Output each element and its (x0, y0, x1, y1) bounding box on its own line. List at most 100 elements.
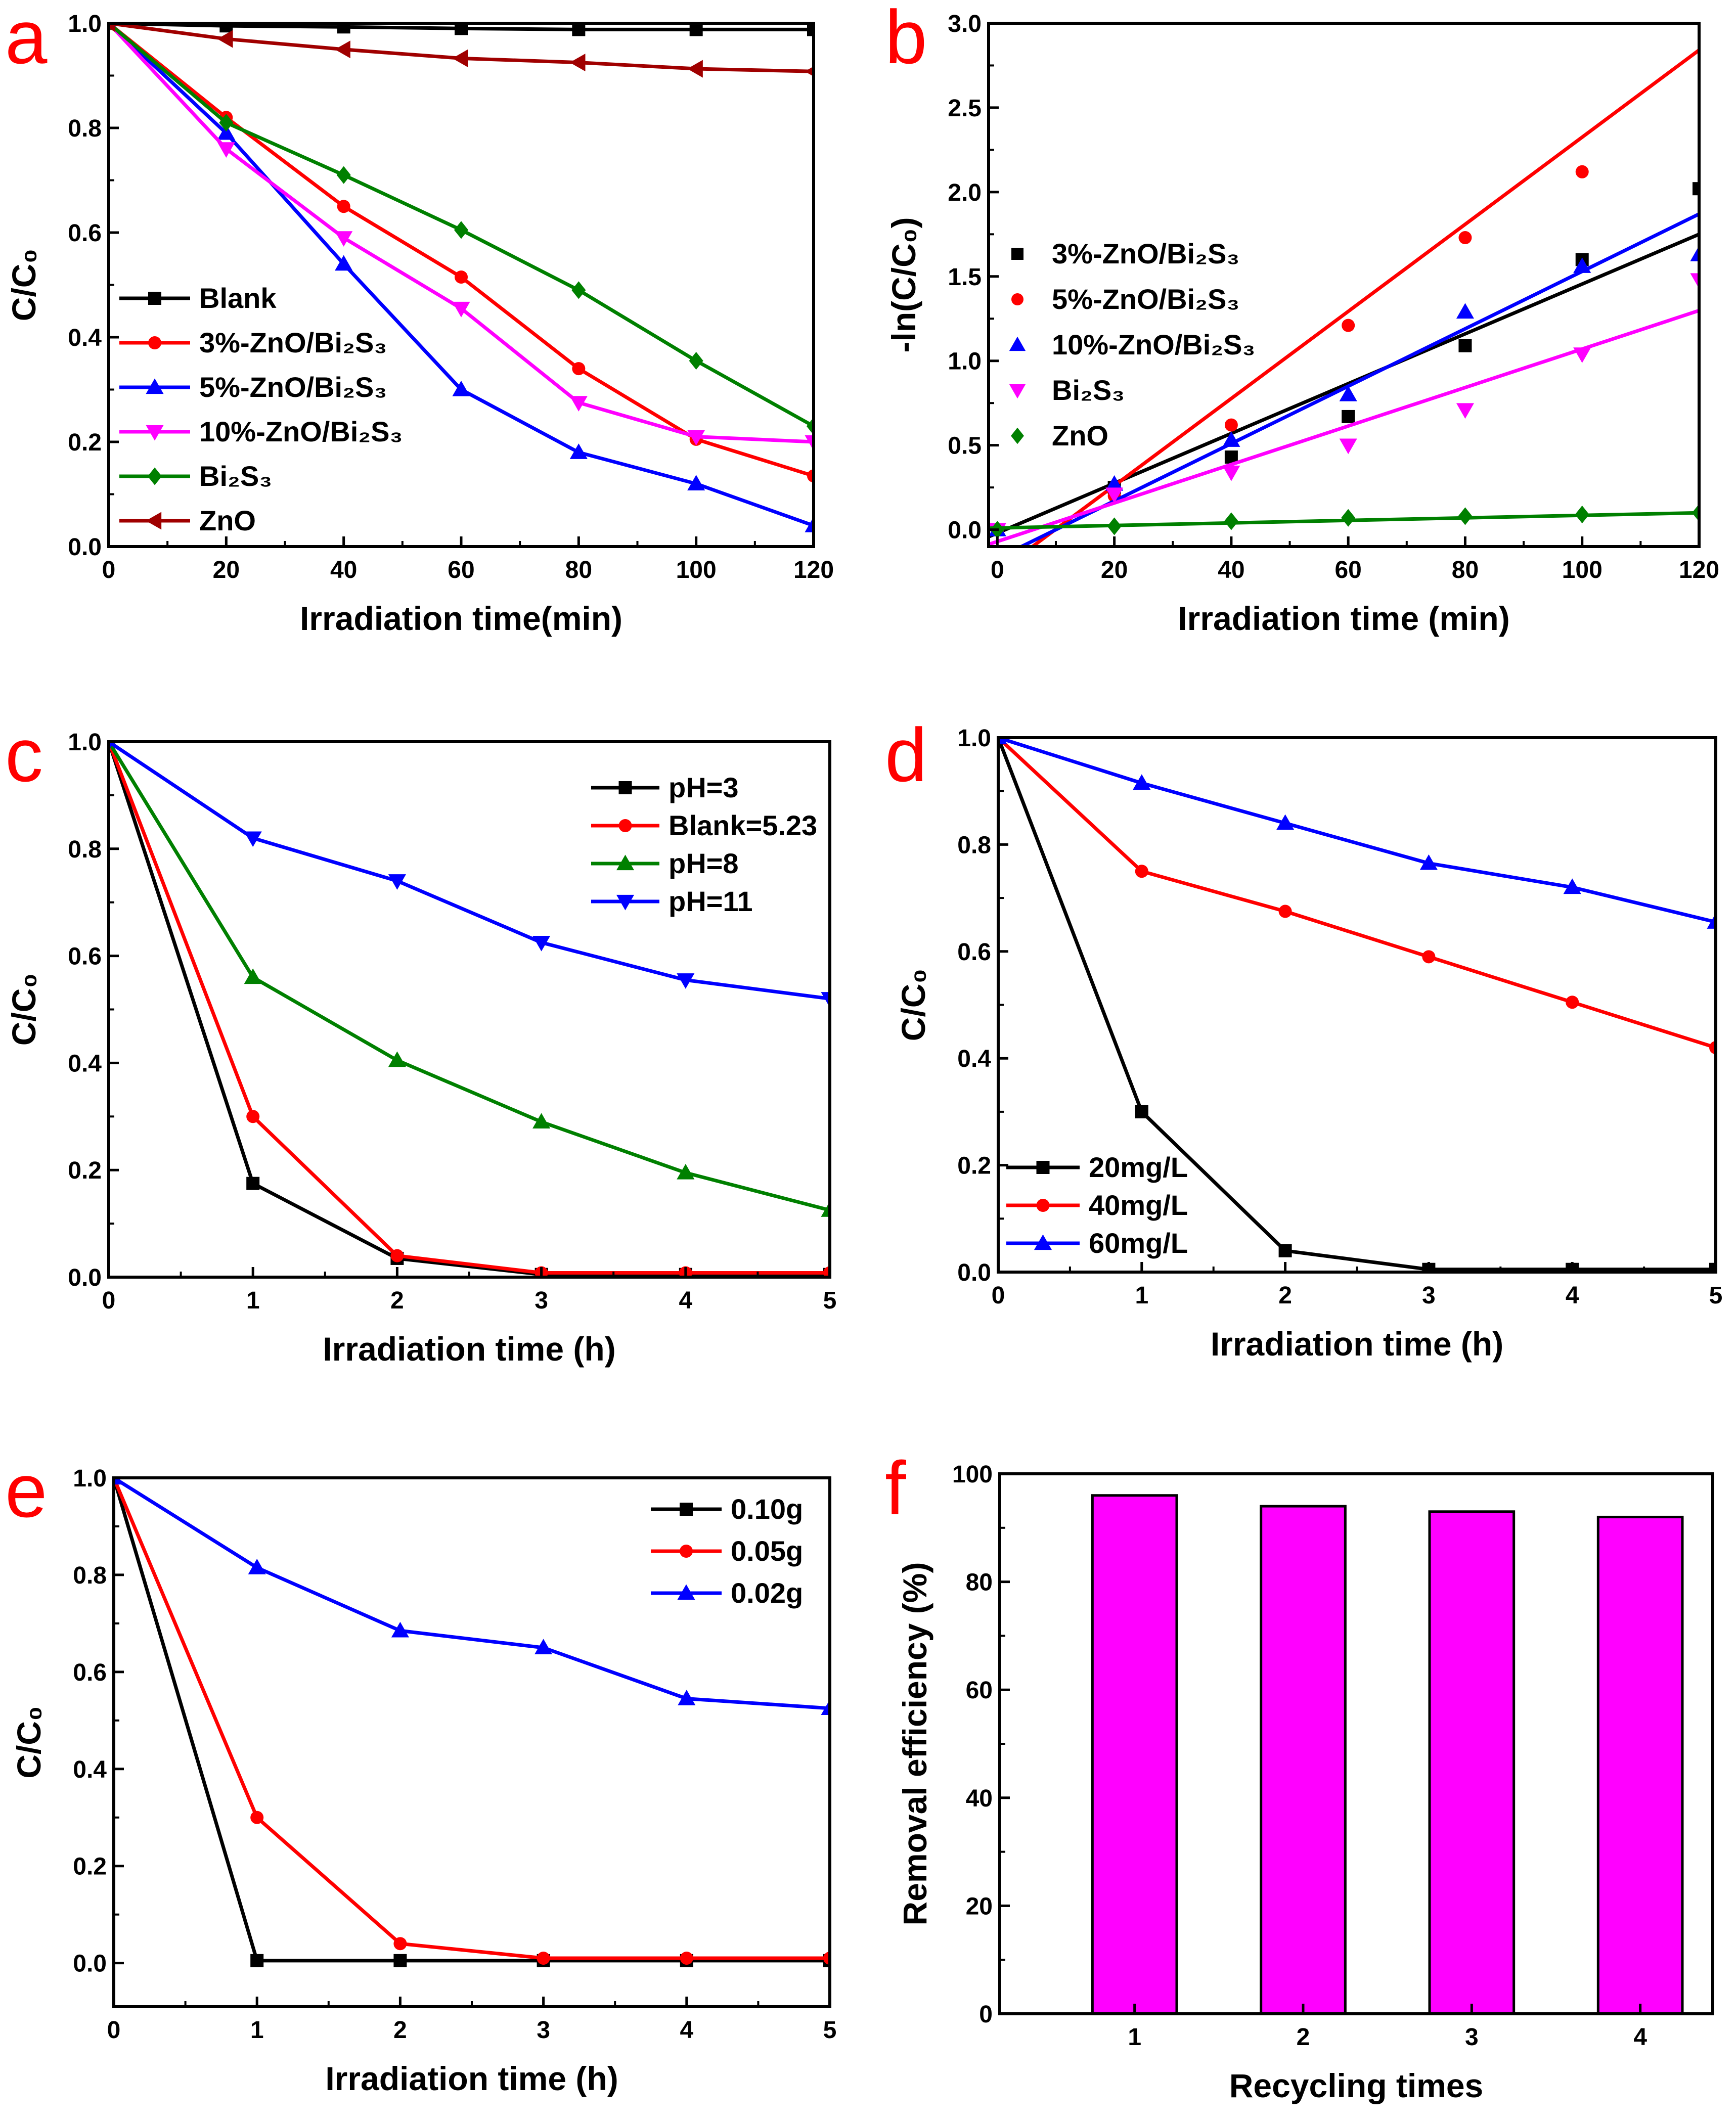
y-tick-label: 0.2 (68, 1157, 102, 1184)
marker-circle (1709, 1041, 1716, 1055)
x-tick-label: 2 (390, 1287, 404, 1314)
marker-triangle-up (1563, 878, 1581, 894)
series-line (998, 738, 1716, 1272)
series-line (114, 1478, 830, 1963)
marker-circle (1566, 996, 1579, 1009)
y-tick-label: 0.4 (957, 1046, 991, 1072)
marker-square (689, 23, 703, 36)
marker-square (246, 1177, 260, 1190)
y-tick-label: 0.0 (68, 534, 102, 561)
marker-square (1135, 1105, 1148, 1118)
marker-triangle-up (569, 443, 588, 459)
marker-triangle-down (805, 435, 814, 451)
marker-circle (148, 336, 161, 349)
x-tick-label: 0 (992, 1282, 1005, 1309)
marker-triangle-left (217, 30, 233, 48)
plot-frame (987, 22, 1701, 548)
marker-triangle-up (677, 1163, 695, 1180)
marker-triangle-up (388, 1051, 406, 1067)
legend-label: Blank=5.23 (669, 809, 817, 841)
marker-triangle-up (677, 1584, 695, 1600)
x-tick-label: 60 (448, 557, 474, 583)
panel-d: d 20mg/L 40mg/L 60mg/L 0 1 2 3 4 5 0.0 0.2 0.4 0.6 0.8… (885, 712, 1723, 1363)
marker-triangle-up (998, 738, 1007, 745)
panel-letter: c (5, 712, 43, 797)
x-tick-label: 2 (393, 2017, 407, 2044)
legend: Blank 3%-ZnO/Bi₂S₃ 5%-ZnO/Bi₂S₃ 10%-ZnO/Bi₂… (119, 282, 403, 536)
legend-label: 0.02g (731, 1577, 803, 1609)
series-line (114, 1478, 830, 1960)
marker-triangle-up (1222, 431, 1240, 447)
x-tick-label: 3 (1465, 2024, 1479, 2051)
bar-3 (1428, 1510, 1516, 2014)
fit-line (989, 233, 1699, 538)
marker-triangle-up (1707, 913, 1716, 929)
legend-item: 3%-ZnO/Bi₂S₃ (119, 327, 387, 358)
marker-circle (1575, 165, 1589, 178)
marker-triangle-up (805, 517, 814, 532)
legend-label: ZnO (199, 505, 256, 536)
y-tick-label: 0.8 (68, 115, 102, 142)
marker-triangle-up (452, 380, 470, 396)
legend: 3%-ZnO/Bi₂S₃ 5%-ZnO/Bi₂S₃ 10%-ZnO/Bi₂S₃ Bi₂… (1009, 238, 1255, 451)
marker-diamond (806, 417, 814, 435)
y-tick-label: 40 (966, 1785, 993, 1812)
marker-triangle-up (217, 124, 235, 140)
marker-diamond (1341, 509, 1356, 527)
marker-square (148, 292, 161, 305)
marker-triangle-left (335, 40, 350, 59)
marker-triangle-up (1276, 814, 1295, 830)
y-axis-title: C/C₀ (5, 249, 42, 321)
marker-triangle-down (452, 301, 470, 318)
marker-triangle-down (687, 430, 705, 446)
marker-triangle-up (1034, 1234, 1052, 1250)
marker-circle (680, 1952, 693, 1965)
marker-triangle-up (678, 1690, 696, 1705)
marker-triangle-up (1419, 854, 1438, 870)
x-tick-label: 1 (1135, 1282, 1148, 1309)
y-axis-title: C/C₀ (5, 973, 42, 1046)
marker-circle (455, 270, 468, 284)
x-tick-label: 4 (1566, 1282, 1579, 1309)
series-0.02g (114, 1478, 830, 1715)
series-line (998, 738, 1716, 1050)
y-tick-label: 0.6 (957, 939, 991, 966)
marker-square (1458, 339, 1472, 352)
legend-item: 5%-ZnO/Bi₂S₃ (1011, 283, 1239, 315)
marker-diamond (1458, 507, 1473, 525)
y-tick-label: 0.4 (68, 325, 102, 351)
y-tick-label: 0.8 (957, 832, 991, 859)
marker-square (455, 23, 468, 35)
legend-item: ZnO (1011, 420, 1108, 451)
x-tick-label: 60 (1334, 557, 1361, 583)
x-tick-label: 5 (1709, 1282, 1723, 1309)
panel-letter: d (885, 712, 927, 797)
x-tick-label: 1 (246, 1287, 260, 1314)
x-axis-title: Recycling times (1229, 2067, 1484, 2104)
series-60mg/L (998, 738, 1716, 929)
marker-triangle-up (335, 255, 353, 271)
y-tick-label: 0.6 (73, 1659, 107, 1686)
marker-triangle-down (1339, 438, 1357, 455)
marker-triangle-down (1105, 487, 1124, 504)
y-tick-label: 0.4 (73, 1756, 107, 1783)
y-axis-title: -ln(C/C₀) (885, 217, 922, 353)
x-tick-label: 3 (537, 2017, 550, 2044)
y-axis-title: C/C₀ (10, 1706, 48, 1778)
legend-label: 0.05g (731, 1535, 803, 1567)
marker-circle (1422, 950, 1436, 964)
legend-item: 5%-ZnO/Bi₂S₃ (119, 371, 387, 403)
marker-diamond (336, 166, 351, 184)
y-tick-label: 0.2 (68, 429, 102, 456)
marker-circle (1135, 865, 1148, 878)
legend-item: 20mg/L (1006, 1151, 1188, 1183)
marker-triangle-up (532, 1113, 551, 1129)
marker-diamond (1107, 517, 1122, 535)
panel-letter: f (885, 1446, 906, 1530)
series-ZnO (989, 504, 1699, 539)
series-line (114, 1478, 830, 1710)
y-tick-label: 1.0 (957, 725, 991, 752)
legend-item: Bi₂S₃ (1009, 374, 1125, 406)
x-tick-label: 120 (1679, 557, 1719, 583)
panel-e: e 0.10g 0.05g 0.02g 0 1 2 3 4 5 0.0 0.2 0.4 0.6 0.8 1.0… (5, 1448, 836, 2097)
